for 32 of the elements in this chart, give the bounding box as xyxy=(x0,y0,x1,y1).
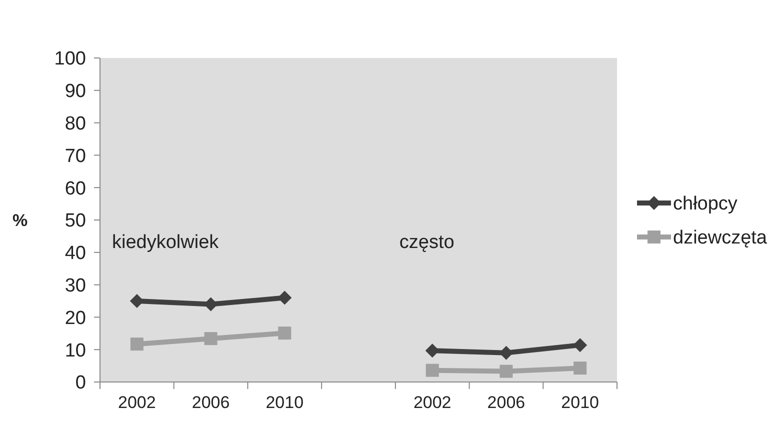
y-tick-label: 20 xyxy=(64,308,86,329)
y-tick-label: 0 xyxy=(75,372,86,394)
x-tick-label: 2006 xyxy=(192,393,230,412)
y-axis-title: % xyxy=(12,210,28,230)
y-tick-label: 50 xyxy=(64,210,86,232)
y-tick-label: 40 xyxy=(64,243,86,264)
point xyxy=(573,338,588,352)
point xyxy=(426,364,439,377)
y-tick-label: 80 xyxy=(64,113,86,134)
y-tick-label: 90 xyxy=(64,81,86,102)
y-tick-label: 70 xyxy=(64,146,86,167)
annotation: kiedykolwiek xyxy=(112,232,220,253)
x-tick-label: 2002 xyxy=(413,393,452,412)
x-tick-label: 2002 xyxy=(118,393,156,412)
annotation: często xyxy=(399,232,454,253)
x-tick-label: 2010 xyxy=(561,393,599,412)
legend-label: chłopcy xyxy=(673,194,738,215)
point xyxy=(278,290,292,305)
y-tick-label: 10 xyxy=(64,340,86,362)
point xyxy=(425,344,440,358)
x-tick-label: 2006 xyxy=(487,393,526,412)
y-tick-label: 100 xyxy=(54,48,86,70)
point xyxy=(500,364,513,378)
legend-label: dziewczęta xyxy=(673,228,768,249)
y-tick-label: 60 xyxy=(64,178,86,200)
x-tick-label: 2010 xyxy=(266,393,304,412)
point xyxy=(204,332,218,346)
point xyxy=(574,362,587,375)
y-tick-label: 30 xyxy=(64,275,86,296)
point xyxy=(130,294,144,308)
point xyxy=(278,326,292,340)
point xyxy=(130,338,144,351)
